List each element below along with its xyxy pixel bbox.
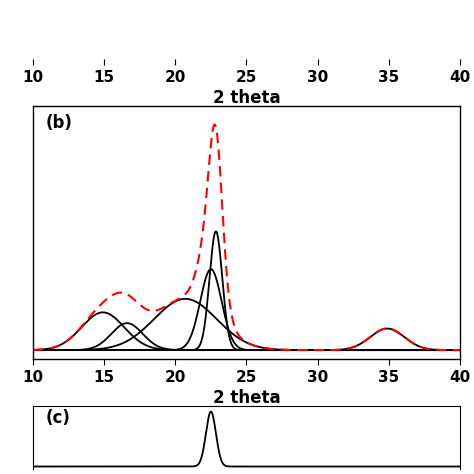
X-axis label: 2 theta: 2 theta <box>213 389 280 407</box>
X-axis label: 2 theta: 2 theta <box>213 89 280 107</box>
Text: (c): (c) <box>46 409 71 427</box>
Text: (b): (b) <box>46 114 73 132</box>
